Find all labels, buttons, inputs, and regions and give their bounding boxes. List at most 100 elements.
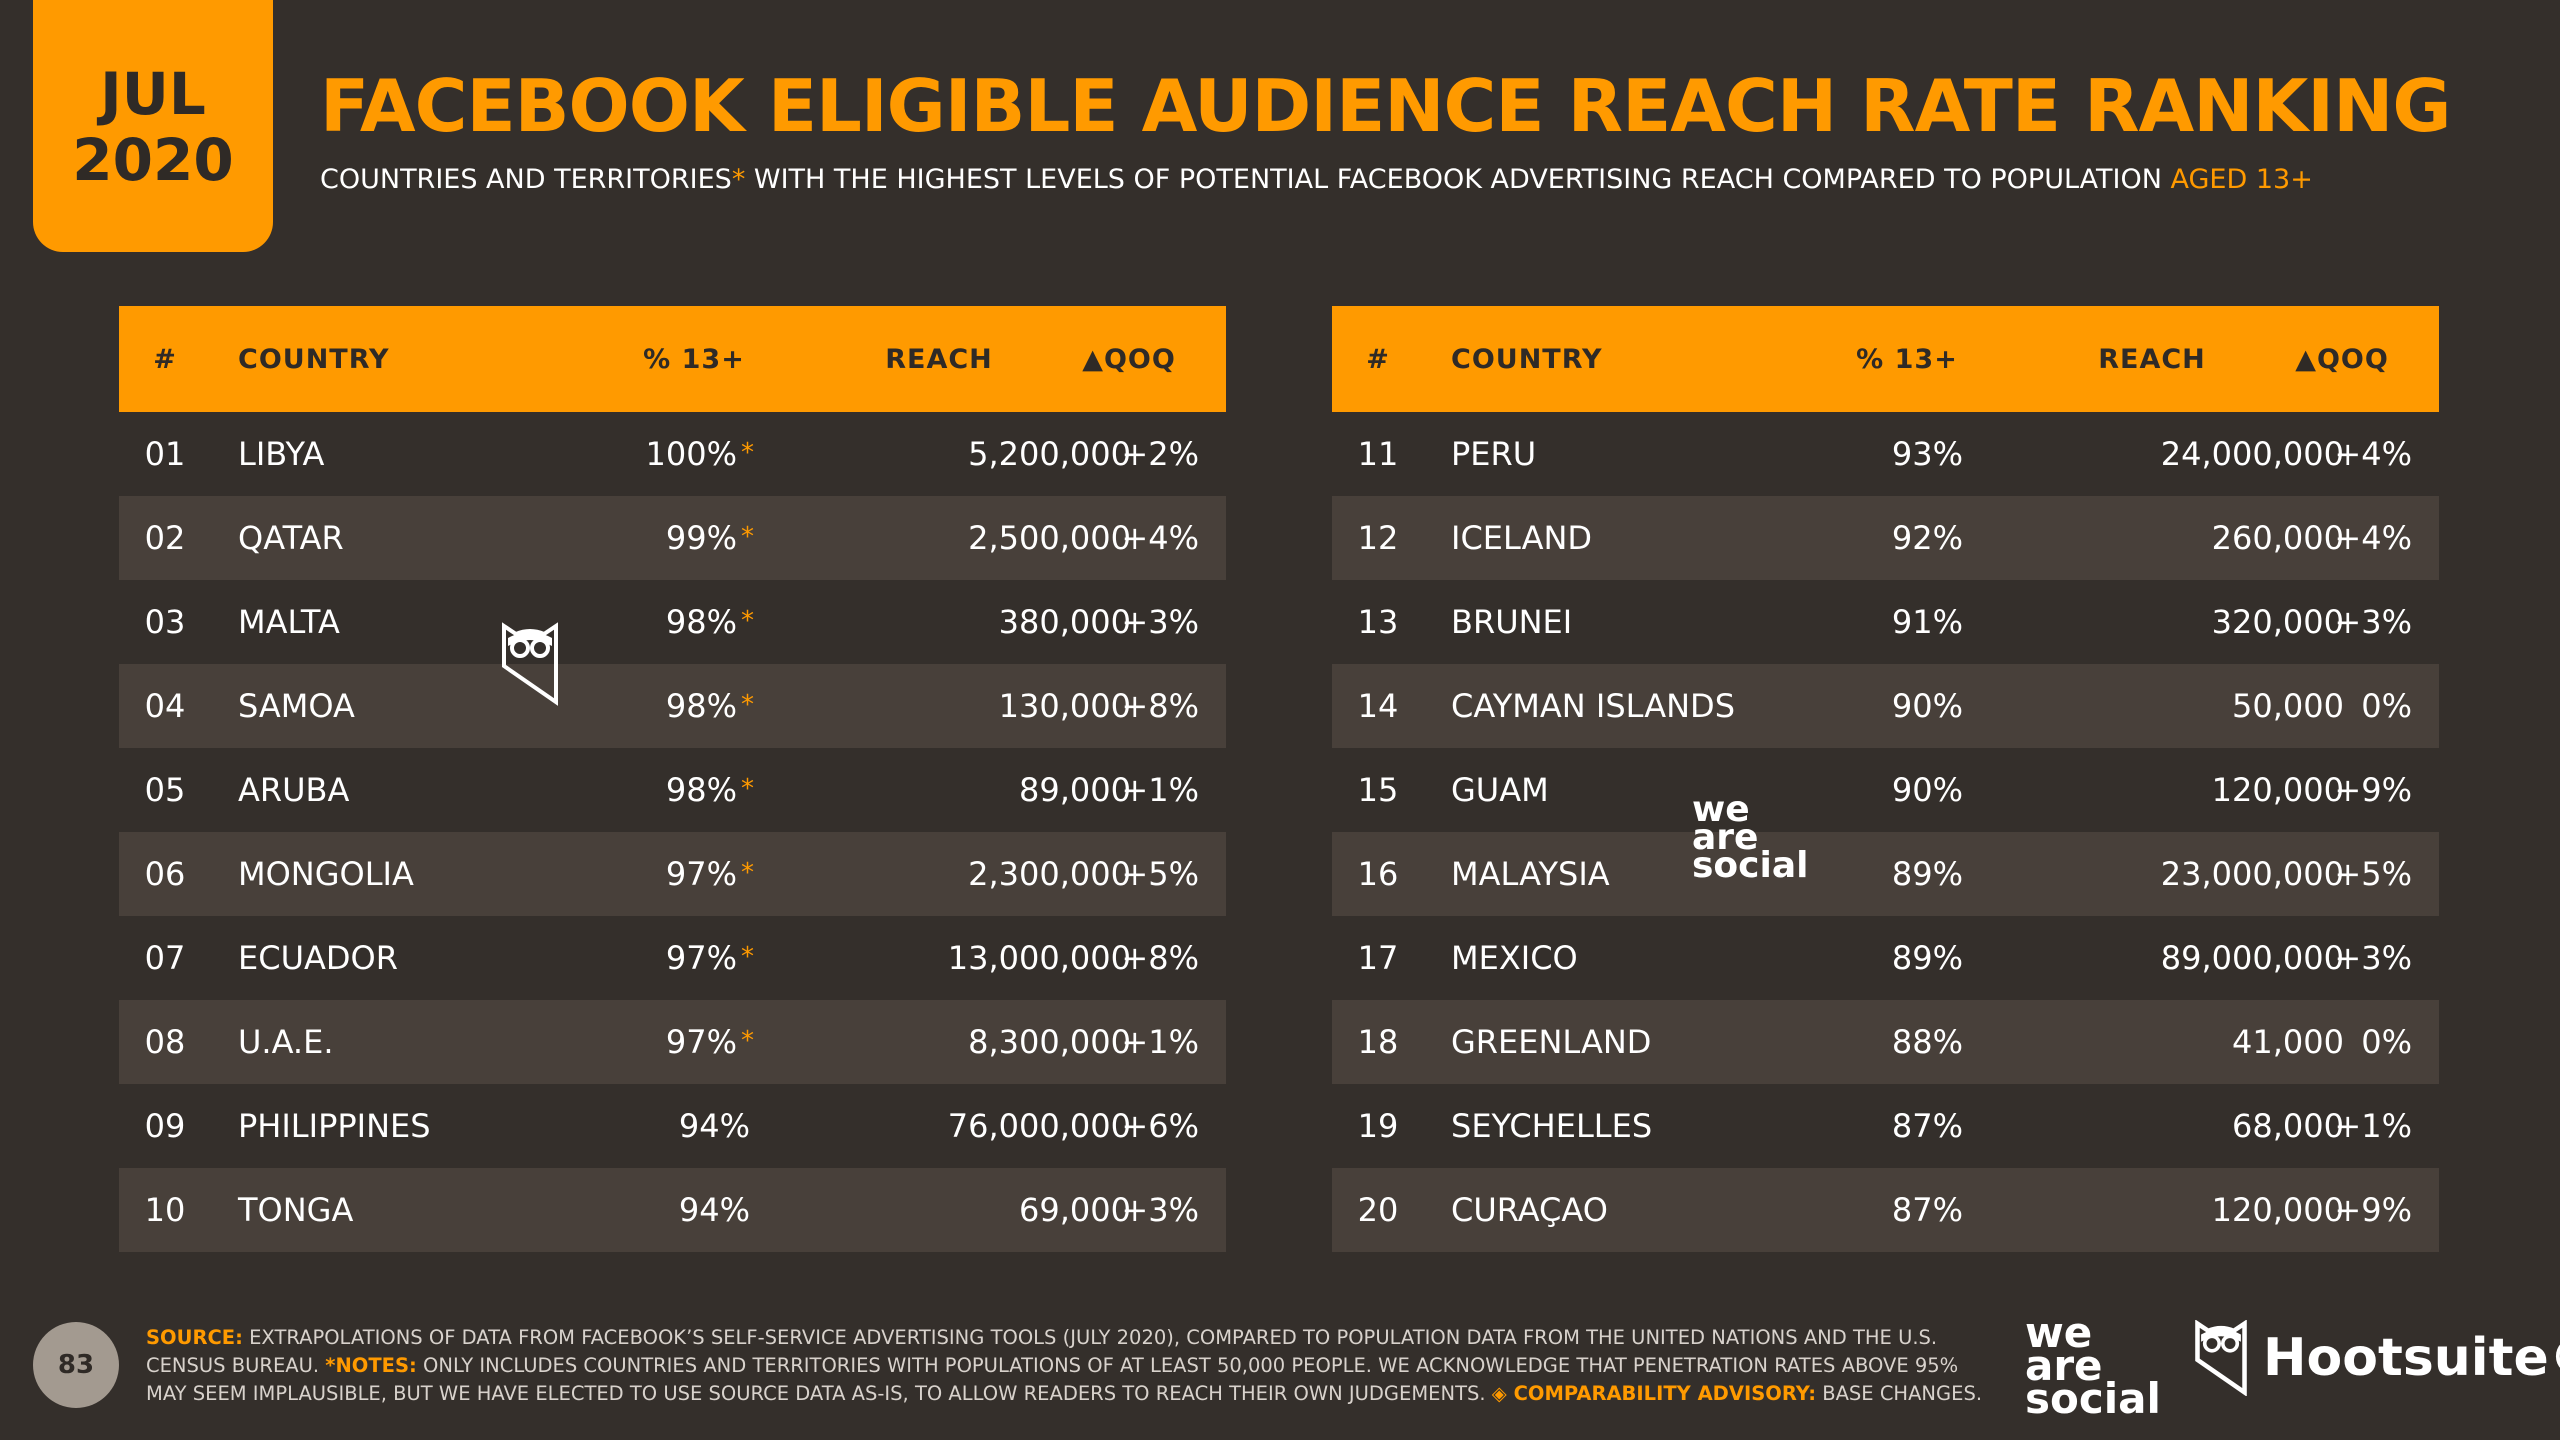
table-row: 06 MONGOLIA 97% * 2,300,000 +5% [119, 832, 1226, 916]
cell-country: SAMOA [238, 687, 355, 725]
pct-value: 97% [665, 1023, 737, 1061]
header-pct: % 13+ [643, 343, 745, 375]
pct-value: 91% [1891, 603, 1963, 641]
source-label: SOURCE: [146, 1326, 243, 1349]
cell-reach: 69,000 [1019, 1191, 1131, 1229]
cell-country: MEXICO [1451, 939, 1578, 977]
header-reach: REACH [885, 343, 993, 375]
footer-notes: SOURCE: EXTRAPOLATIONS OF DATA FROM FACE… [146, 1324, 1996, 1408]
cell-qoq: +5% [1121, 855, 1199, 893]
header-qoq: ▲QOQ [2295, 343, 2389, 375]
cell-qoq: +9% [2334, 771, 2412, 809]
cell-rank: 17 [1357, 939, 1399, 977]
cell-pct: 98% * [569, 748, 754, 832]
cell-reach: 120,000 [2211, 771, 2344, 809]
cell-pct: 94% [569, 1084, 754, 1168]
table-row: 19 SEYCHELLES 87% 68,000 +1% [1332, 1084, 2439, 1168]
cell-reach: 23,000,000 [2160, 855, 2344, 893]
cell-rank: 03 [144, 603, 186, 641]
cell-rank: 01 [144, 435, 186, 473]
table-row: 02 QATAR 99% * 2,500,000 +4% [119, 496, 1226, 580]
hootsuite-logo: Hootsuite® [2193, 1320, 2560, 1396]
cell-rank: 04 [144, 687, 186, 725]
wm-we: we [1692, 789, 1750, 830]
cell-country: MALTA [238, 603, 340, 641]
cell-country: CAYMAN ISLANDS [1451, 687, 1735, 725]
cell-pct: 97% * [569, 916, 754, 1000]
cell-qoq: +1% [1121, 1023, 1199, 1061]
page-number: 83 [33, 1322, 119, 1408]
pct-asterisk: * [741, 522, 754, 552]
pct-value: 97% [665, 939, 737, 977]
cell-qoq: +5% [2334, 855, 2412, 893]
source-text: EXTRAPOLATIONS OF DATA FROM FACEBOOK’S S… [146, 1326, 1938, 1377]
cell-reach: 68,000 [2232, 1107, 2344, 1145]
cell-reach: 41,000 [2232, 1023, 2344, 1061]
cell-rank: 18 [1357, 1023, 1399, 1061]
header-qoq: ▲QOQ [1082, 343, 1176, 375]
hootsuite-owl-watermark-icon [502, 622, 558, 706]
cell-reach: 130,000 [998, 687, 1131, 725]
cell-country: MALAYSIA [1451, 855, 1610, 893]
pct-value: 90% [1891, 687, 1963, 725]
cell-rank: 08 [144, 1023, 186, 1061]
cell-country: ICELAND [1451, 519, 1593, 557]
we-are-social-watermark: we are social [1692, 789, 1808, 884]
table-row: 14 CAYMAN ISLANDS 90% 50,000 0% [1332, 664, 2439, 748]
cell-qoq: +4% [2334, 519, 2412, 557]
table-body: 01 LIBYA 100% * 5,200,000 +2% 02 QATAR 99% * 2,500… [119, 412, 1226, 1252]
notes-label: *NOTES: [325, 1354, 417, 1377]
advisory-label: ◈ COMPARABILITY ADVISORY: [1491, 1382, 1816, 1405]
cell-country: PERU [1451, 435, 1537, 473]
table-row: 18 GREENLAND 88% 41,000 0% [1332, 1000, 2439, 1084]
cell-country: ECUADOR [238, 939, 398, 977]
cell-pct: 98% * [569, 580, 754, 664]
cell-pct: 100% * [569, 412, 754, 496]
table-body: 11 PERU 93% 24,000,000 +4% 12 ICELAND 92% 260,00… [1332, 412, 2439, 1252]
cell-reach: 89,000,000 [2160, 939, 2344, 977]
table-row: 03 MALTA 98% * 380,000 +3% [119, 580, 1226, 664]
cell-pct: 87% [1782, 1084, 1967, 1168]
cell-reach: 260,000 [2211, 519, 2344, 557]
subtitle-part2: WITH THE HIGHEST LEVELS OF POTENTIAL FAC… [745, 164, 2171, 195]
advisory-text: BASE CHANGES. [1816, 1382, 1983, 1405]
cell-qoq: +4% [2334, 435, 2412, 473]
cell-qoq: +3% [2334, 603, 2412, 641]
table-row: 01 LIBYA 100% * 5,200,000 +2% [119, 412, 1226, 496]
pct-value: 89% [1891, 855, 1963, 893]
date-month: JUL [100, 60, 206, 128]
pct-asterisk: * [741, 1026, 754, 1056]
cell-qoq: 0% [2361, 1023, 2412, 1061]
pct-value: 90% [1891, 771, 1963, 809]
cell-pct: 94% [569, 1168, 754, 1252]
cell-country: GUAM [1451, 771, 1549, 809]
cell-qoq: +3% [1121, 1191, 1199, 1229]
table-row: 09 PHILIPPINES 94% 76,000,000 +6% [119, 1084, 1226, 1168]
cell-rank: 20 [1357, 1191, 1399, 1229]
hootsuite-wordmark: Hootsuite® [2263, 1328, 2560, 1388]
header-reach: REACH [2098, 343, 2206, 375]
cell-reach: 120,000 [2211, 1191, 2344, 1229]
cell-rank: 06 [144, 855, 186, 893]
pct-asterisk: * [741, 690, 754, 720]
table-row: 04 SAMOA 98% * 130,000 +8% [119, 664, 1226, 748]
cell-qoq: 0% [2361, 687, 2412, 725]
cell-rank: 15 [1357, 771, 1399, 809]
pct-value: 92% [1891, 519, 1963, 557]
cell-pct: 89% [1782, 916, 1967, 1000]
cell-rank: 09 [144, 1107, 186, 1145]
cell-country: LIBYA [238, 435, 325, 473]
table-row: 07 ECUADOR 97% * 13,000,000 +8% [119, 916, 1226, 1000]
pct-value: 93% [1891, 435, 1963, 473]
pct-asterisk: * [741, 774, 754, 804]
cell-pct: 93% [1782, 412, 1967, 496]
pct-asterisk: * [741, 942, 754, 972]
cell-pct: 98% * [569, 664, 754, 748]
cell-reach: 13,000,000 [947, 939, 1131, 977]
cell-reach: 89,000 [1019, 771, 1131, 809]
pct-value: 89% [1891, 939, 1963, 977]
logo-we: we [2025, 1308, 2093, 1357]
header-rank: # [153, 343, 177, 375]
pct-value: 87% [1891, 1191, 1963, 1229]
cell-pct: 99% * [569, 496, 754, 580]
